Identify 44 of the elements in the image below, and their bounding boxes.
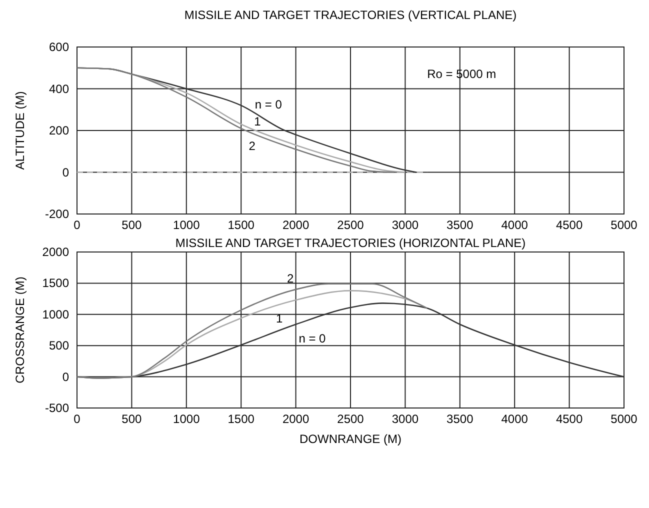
series-label: 2 — [286, 272, 294, 286]
x-tick-label: 2000 — [282, 412, 310, 426]
y-tick-label: 200 — [48, 124, 70, 138]
y-tick-label: 0 — [62, 165, 70, 180]
y-tick-label: 1500 — [42, 276, 70, 290]
chart-title: MISSILE AND TARGET TRAJECTORIES (HORIZONTAL PLANE) — [175, 236, 526, 250]
x-tick-label: 1000 — [173, 412, 200, 426]
x-tick-label: 2500 — [337, 412, 364, 426]
x-tick-label: 4000 — [501, 412, 528, 426]
y-tick-label: 500 — [48, 338, 70, 353]
chart-title: MISSILE AND TARGET TRAJECTORIES (VERTICAL PLANE) — [184, 8, 517, 22]
x-tick-label: 4500 — [556, 412, 583, 426]
x-tick-label: 1500 — [228, 218, 255, 232]
x-tick-label: 2500 — [337, 218, 364, 232]
x-tick-label: 2000 — [282, 218, 310, 232]
y-tick-label: 2000 — [42, 245, 70, 259]
series-label: n = 0 — [298, 332, 326, 346]
x-tick-label: 500 — [122, 218, 142, 232]
y-axis-title: ALTITUDE (M) — [13, 91, 27, 170]
y-tick-label: 0 — [62, 370, 70, 384]
series-label: 1 — [276, 312, 284, 326]
y-tick-label: -200 — [44, 207, 70, 221]
x-tick-label: 0 — [74, 218, 81, 232]
x-axis-title: DOWNRANGE (M) — [300, 432, 402, 446]
x-tick-label: 4000 — [501, 218, 528, 232]
x-tick-label: 1000 — [173, 218, 200, 232]
x-tick-label: 3500 — [446, 218, 474, 232]
y-tick-label: -500 — [44, 401, 70, 415]
x-tick-label: 5000 — [610, 412, 638, 426]
y-tick-label: 400 — [48, 82, 70, 96]
y-axis-title: CROSSRANGE (M) — [13, 276, 27, 384]
x-tick-label: 1500 — [228, 412, 255, 426]
y-tick-label: 600 — [48, 40, 70, 54]
series-label: 2 — [248, 138, 256, 153]
x-tick-label: 3000 — [392, 218, 419, 232]
x-tick-label: 4500 — [556, 218, 583, 232]
series-label: 1 — [254, 114, 262, 129]
x-tick-label: 5000 — [610, 218, 638, 232]
series-label: n = 0 — [254, 97, 282, 112]
x-tick-label: 3500 — [446, 412, 474, 426]
x-tick-label: 3000 — [392, 412, 419, 426]
y-tick-label: 1000 — [42, 307, 70, 322]
x-tick-label: 0 — [74, 412, 81, 426]
x-tick-label: 500 — [122, 412, 142, 426]
